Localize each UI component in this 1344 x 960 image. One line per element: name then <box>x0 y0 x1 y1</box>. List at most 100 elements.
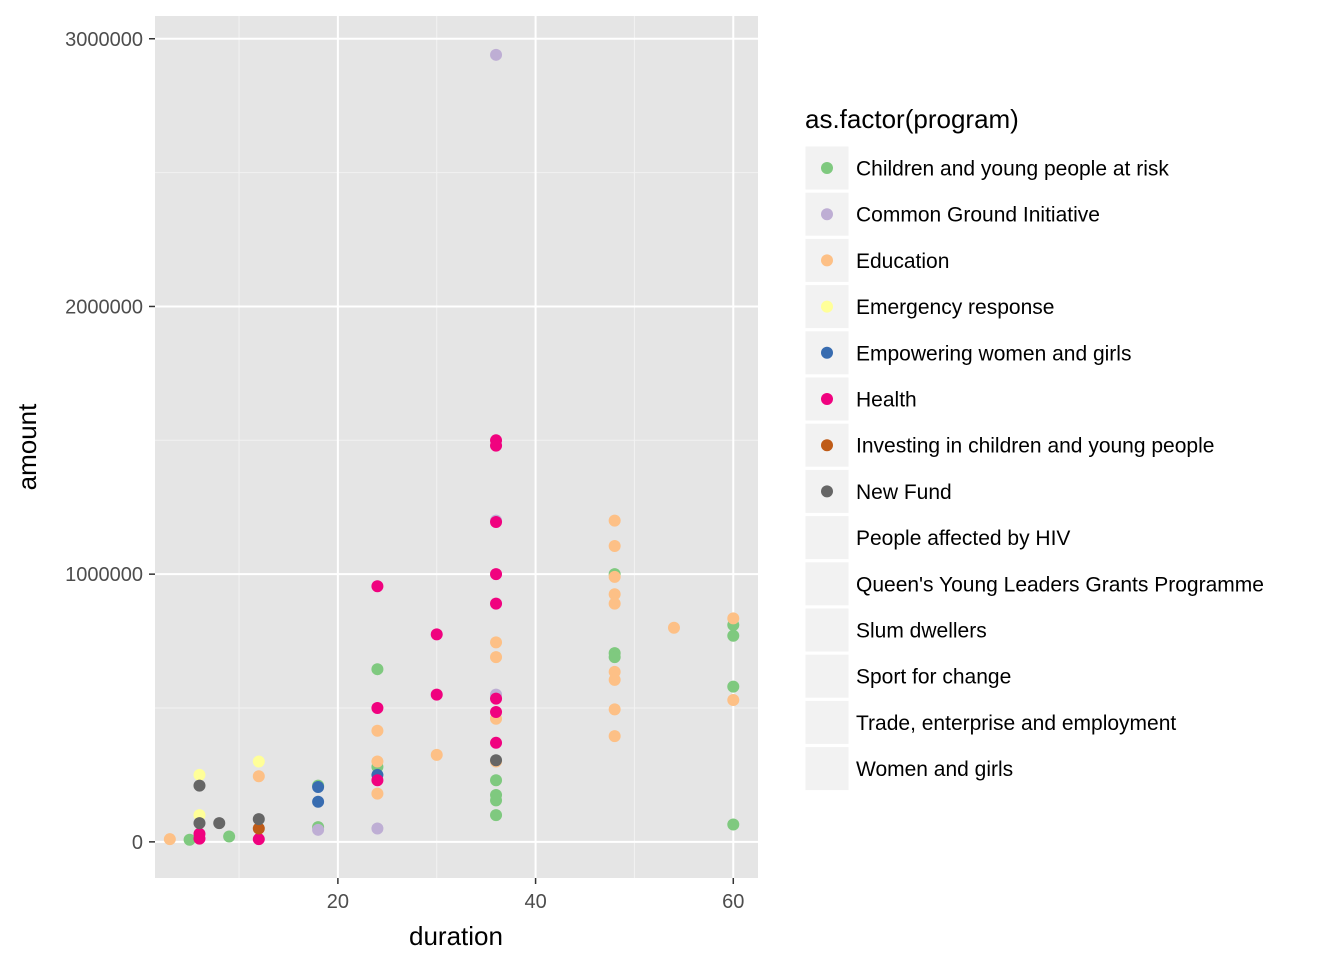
data-point <box>490 736 503 749</box>
legend-key <box>804 515 850 561</box>
data-point <box>371 580 384 593</box>
data-point <box>490 515 503 528</box>
legend-key <box>804 237 850 283</box>
legend-label: Women and girls <box>856 758 1013 781</box>
legend-label: Common Ground Initiative <box>856 204 1100 227</box>
legend-key-point <box>821 346 833 359</box>
legend-key-point <box>821 300 833 313</box>
data-point <box>213 817 226 830</box>
data-point <box>490 692 503 705</box>
data-point <box>193 768 206 781</box>
data-point <box>490 568 503 581</box>
data-point <box>430 628 443 641</box>
minor-gridlines <box>155 16 758 878</box>
plot-panel <box>155 16 758 878</box>
legend-key-point <box>821 208 833 221</box>
x-axis: 20 40 60 <box>327 878 744 913</box>
y-tick-label: 3000000 <box>65 29 143 51</box>
legend-key <box>804 561 850 607</box>
legend-label: Education <box>856 250 949 273</box>
legend-label: Children and young people at risk <box>856 158 1169 181</box>
legend-label: Emergency response <box>856 296 1054 319</box>
legend-label: Health <box>856 389 917 412</box>
data-point <box>727 818 740 831</box>
data-point <box>371 822 384 835</box>
data-point <box>312 795 325 808</box>
legend-label: Queen's Young Leaders Grants Programme <box>856 573 1264 596</box>
data-point <box>371 774 384 787</box>
data-point <box>183 833 196 846</box>
data-point <box>430 748 443 761</box>
data-point <box>490 774 503 787</box>
data-point <box>252 822 265 835</box>
legend-label: Empowering women and girls <box>856 342 1131 365</box>
data-point <box>608 570 621 583</box>
data-point <box>608 651 621 664</box>
data-point <box>312 780 325 793</box>
y-axis: 0 1000000 2000000 3000000 <box>65 29 155 854</box>
data-point <box>608 540 621 553</box>
data-point <box>727 629 740 642</box>
data-point <box>490 754 503 767</box>
legend-key <box>804 699 850 745</box>
data-point <box>608 703 621 716</box>
data-point <box>252 833 265 846</box>
data-point <box>490 651 503 664</box>
data-point <box>490 794 503 807</box>
data-point <box>490 706 503 719</box>
x-tick-label: 60 <box>722 891 744 913</box>
legend-key <box>804 145 850 191</box>
data-point <box>490 636 503 649</box>
legend-key-point <box>821 162 833 174</box>
data-point <box>490 439 503 452</box>
data-point <box>608 673 621 686</box>
data-point <box>608 597 621 610</box>
y-tick-label: 1000000 <box>65 564 143 586</box>
data-point <box>608 514 621 527</box>
legend-key-point <box>821 439 833 452</box>
legend-key-point <box>821 254 833 267</box>
legend-label: People affected by HIV <box>856 527 1070 550</box>
data-point <box>608 588 621 601</box>
data-point <box>193 832 206 845</box>
legend-key-point <box>821 485 833 498</box>
legend-key <box>804 746 850 792</box>
data-point <box>490 597 503 610</box>
data-point <box>371 702 384 715</box>
data-point <box>371 663 384 676</box>
legend-key <box>804 653 850 699</box>
data-point <box>312 823 325 836</box>
data-points <box>163 48 740 846</box>
x-axis-title: duration <box>409 921 503 951</box>
data-point <box>371 755 384 768</box>
legend-key <box>804 468 850 514</box>
data-point <box>490 48 503 61</box>
major-gridlines <box>155 16 758 878</box>
data-point <box>193 817 206 830</box>
data-point <box>252 770 265 783</box>
legend-key-point <box>821 393 833 405</box>
legend: as.factor(program) Children and young pe… <box>804 104 1264 792</box>
legend-label: Slum dwellers <box>856 620 987 643</box>
data-point <box>608 730 621 743</box>
legend-label: New Fund <box>856 481 952 504</box>
data-point <box>252 755 265 768</box>
data-point <box>727 693 740 706</box>
x-tick-label: 20 <box>327 891 349 913</box>
legend-label: Sport for change <box>856 666 1011 689</box>
data-point <box>490 809 503 822</box>
legend-label: Investing in children and young people <box>856 435 1214 458</box>
data-point <box>430 688 443 701</box>
data-point <box>252 813 265 826</box>
legend-label: Trade, enterprise and employment <box>856 712 1176 735</box>
data-point <box>727 612 740 625</box>
legend-title: as.factor(program) <box>805 104 1019 134</box>
y-tick-label: 0 <box>132 832 143 854</box>
data-point <box>193 779 206 792</box>
y-tick-label: 2000000 <box>65 296 143 318</box>
data-point <box>727 680 740 693</box>
data-point <box>223 830 236 843</box>
y-axis-title: amount <box>12 403 42 490</box>
data-point <box>371 787 384 800</box>
